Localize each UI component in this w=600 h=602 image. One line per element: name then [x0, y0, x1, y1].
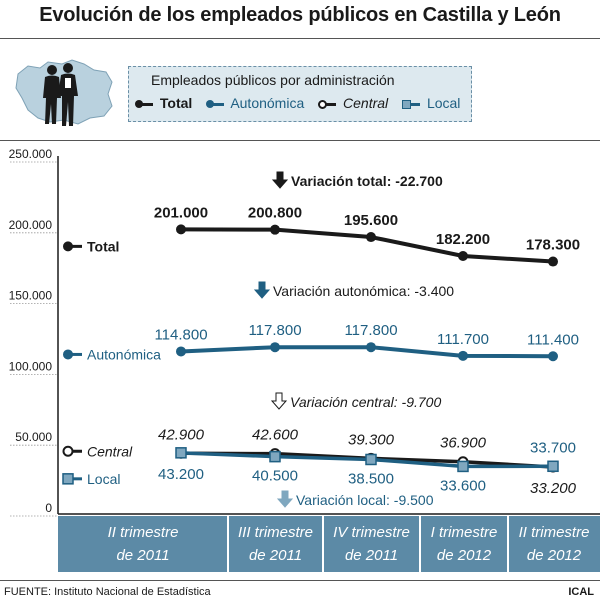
series-side-label-local: Local — [62, 471, 120, 487]
central-data-label: 42.600 — [252, 427, 299, 444]
local-point — [365, 453, 377, 466]
central-data-label: 36.900 — [440, 435, 487, 452]
legend-item-total: Total — [135, 95, 196, 111]
variation-text: Variación local: -9.500 — [296, 492, 434, 508]
side-label-text: Central — [87, 443, 133, 459]
autonomica-data-label: 111.400 — [527, 331, 579, 348]
autonomica-data-label: 117.800 — [248, 322, 301, 339]
autonomica-data-label: 114.800 — [154, 326, 207, 343]
total-point — [366, 232, 376, 243]
side-label-marker — [62, 473, 74, 485]
category-band — [58, 516, 600, 572]
total-data-label: 195.600 — [344, 212, 398, 229]
local-data-label: 33.600 — [440, 477, 486, 494]
y-tick-label: 200.000 — [9, 218, 53, 232]
title-divider — [0, 38, 600, 39]
local-point — [547, 460, 559, 473]
side-label-marker — [63, 241, 73, 252]
people-map-illustration — [15, 59, 113, 126]
y-tick-label: 150.000 — [9, 289, 53, 303]
side-label-text: Total — [87, 238, 119, 254]
legend: Empleados públicos por administración To… — [128, 66, 472, 122]
local-point — [175, 447, 187, 459]
open-circle-marker-icon — [318, 99, 337, 109]
category-label: II trimestre de 2011 — [108, 524, 179, 564]
y-tick-label: 0 — [45, 501, 52, 515]
central-data-label: 42.900 — [158, 426, 205, 443]
total-point — [458, 251, 468, 262]
total-point — [176, 224, 186, 235]
local-point — [269, 450, 281, 463]
local-data-label: 40.500 — [252, 468, 298, 485]
total-data-label: 182.200 — [436, 231, 490, 248]
local-data-label: 43.200 — [158, 466, 204, 483]
side-label-marker — [63, 349, 73, 360]
variation-text: Variación central: -9.700 — [290, 394, 441, 410]
category-label: IV trimestre de 2011 — [333, 524, 410, 564]
central-data-label: 33.200 — [530, 480, 577, 497]
series-side-label-autonomica: Autonómica — [63, 346, 161, 362]
autonomica-data-label: 111.700 — [437, 331, 489, 348]
legend-items: Total Autonómica Central Local — [135, 95, 472, 111]
autonomica-point — [458, 350, 468, 361]
y-tick-label: 250.000 — [9, 147, 53, 161]
variation-total-annotation: Variación total: -22.700 — [271, 171, 443, 189]
total-data-label: 178.300 — [526, 237, 580, 254]
autonomica-point — [548, 351, 558, 362]
central-data-label: 39.300 — [348, 431, 395, 448]
chart-title: Evolución de los empleados públicos en C… — [39, 4, 561, 26]
autonomica-point — [176, 346, 186, 357]
variation-text: Variación autonómica: -3.400 — [273, 283, 454, 299]
people-silhouette-icon — [43, 63, 78, 126]
total-data-label: 201.000 — [154, 204, 208, 221]
square-marker-icon — [402, 99, 421, 109]
legend-title: Empleados públicos por administración — [151, 72, 395, 88]
side-label-marker — [62, 445, 74, 457]
footer-divider — [0, 580, 600, 581]
arrow-down-icon — [270, 392, 288, 410]
y-tick-label: 50.000 — [15, 430, 52, 444]
series-side-label-total: Total — [63, 238, 119, 254]
category-label: III trimestre de 2011 — [238, 524, 313, 564]
side-label-text: Autonómica — [87, 346, 161, 362]
variation-text: Variación total: -22.700 — [291, 173, 443, 189]
variation-autonomica-annotation: Variación autonómica: -3.400 — [253, 281, 454, 299]
category-label: II trimestre de 2012 — [519, 524, 590, 564]
autonomica-point — [270, 342, 280, 353]
legend-item-autonomica: Autonómica — [206, 95, 308, 111]
local-data-label: 38.500 — [348, 470, 394, 487]
total-point — [270, 224, 280, 235]
legend-item-central: Central — [318, 95, 392, 111]
side-label-text: Local — [87, 471, 120, 487]
series-side-label-central: Central — [62, 443, 133, 459]
arrow-down-icon — [253, 281, 271, 299]
source-note: FUENTE: Instituto Nacional de Estadístic… — [4, 586, 211, 598]
arrow-down-icon — [276, 490, 294, 508]
legend-item-local: Local — [402, 95, 460, 111]
local-point — [457, 460, 469, 473]
y-tick-label: 100.000 — [9, 359, 53, 373]
autonomica-point — [366, 342, 376, 353]
local-data-label: 33.700 — [530, 439, 576, 456]
variation-central-annotation: Variación central: -9.700 — [270, 392, 441, 410]
credit: ICAL — [568, 586, 594, 598]
line-chart: II trimestre de 2011 III trimestre de 2011 I… — [9, 147, 600, 572]
category-label: I trimestre de 2012 — [431, 524, 498, 564]
total-data-label: 200.800 — [248, 205, 302, 222]
autonomica-data-label: 117.800 — [344, 322, 397, 339]
chart-top-divider — [0, 140, 600, 141]
filled-circle-marker-icon — [206, 99, 225, 108]
filled-circle-marker-icon — [135, 99, 153, 108]
variation-local-annotation: Variación local: -9.500 — [276, 490, 434, 508]
arrow-down-icon — [271, 171, 289, 189]
total-point — [548, 256, 558, 267]
